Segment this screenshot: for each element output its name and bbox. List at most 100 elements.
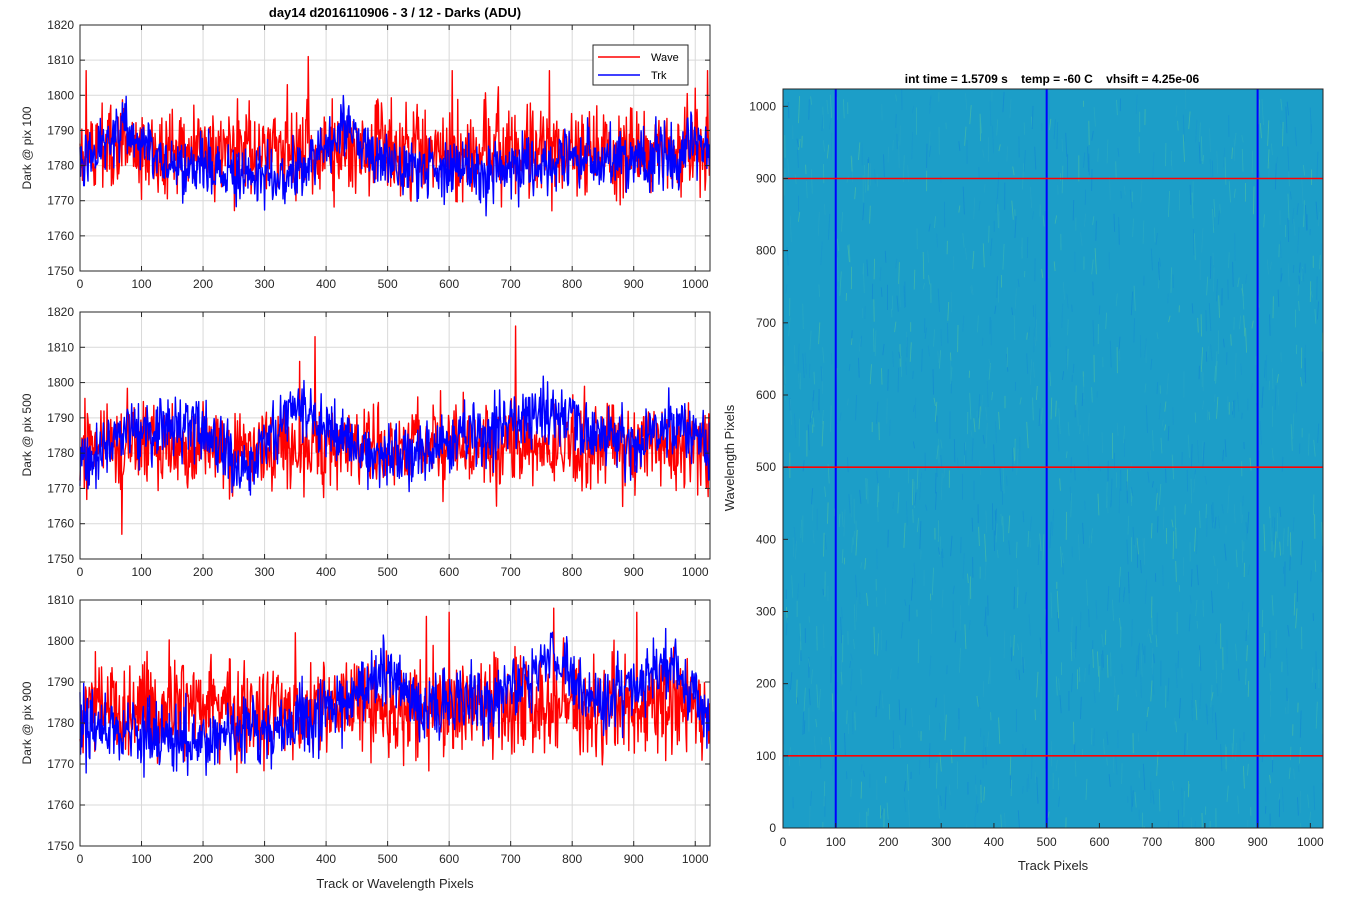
heatmap-streak [1162, 565, 1164, 587]
heatmap-streak [1211, 692, 1214, 701]
heatmap-streak [1135, 536, 1138, 548]
heatmap-streak [880, 809, 884, 816]
y-tick-label: 1750 [47, 264, 74, 278]
heatmap-streak [903, 522, 906, 548]
heatmap-streak [1241, 412, 1243, 420]
x-tick-label: 0 [780, 835, 787, 849]
heatmap-streak [1191, 303, 1194, 314]
x-tick-label: 200 [193, 852, 213, 866]
y-tick-label: 500 [756, 460, 776, 474]
heatmap-streak [1000, 814, 1003, 828]
heatmap-streak [925, 504, 928, 511]
legend-label-trk: Trk [651, 70, 667, 82]
x-tick-label: 300 [255, 565, 275, 579]
heatmap-streak [996, 171, 1000, 200]
heatmap-streak [941, 548, 944, 559]
heatmap-streak [912, 509, 914, 523]
shared-xlabel: Track or Wavelength Pixels [316, 876, 474, 891]
heatmap-streak [1274, 385, 1277, 410]
heatmap-streak [1193, 474, 1196, 493]
heatmap-streak [882, 343, 885, 356]
heatmap-streak [1182, 134, 1185, 162]
heatmap-streak [1168, 315, 1171, 323]
heatmap-streak [1313, 439, 1316, 457]
heatmap-streak [1242, 495, 1244, 507]
heatmap-streak [1118, 488, 1121, 514]
heatmap-streak [798, 138, 801, 150]
heatmap-streak [1190, 444, 1193, 468]
heatmap-streak [1277, 289, 1280, 307]
heatmap-streak [904, 708, 907, 726]
heatmap-streak [783, 716, 785, 745]
heatmap-streak [841, 606, 843, 619]
heatmap-streak [805, 180, 808, 199]
heatmap-streak [978, 201, 981, 211]
heatmap-streak [1131, 619, 1133, 647]
heatmap-streak [1021, 163, 1025, 190]
heatmap-streak [823, 203, 826, 216]
heatmap-streak [1083, 152, 1086, 168]
heatmap-streak [796, 679, 798, 704]
heatmap-streak [855, 597, 858, 622]
heatmap-streak [965, 93, 968, 110]
heatmap-streak [786, 246, 789, 266]
heatmap-streak [939, 723, 941, 733]
heatmap-streak [808, 99, 810, 120]
y-tick-label: 0 [769, 821, 776, 835]
heatmap-streak [1183, 790, 1185, 817]
heatmap-streak [1082, 522, 1085, 544]
heatmap-streak [824, 486, 827, 497]
x-tick-label: 800 [562, 565, 582, 579]
heatmap-streak [943, 466, 946, 479]
heatmap-streak [1170, 267, 1172, 293]
heatmap-streak [1177, 809, 1180, 828]
heatmap-streak [1301, 176, 1304, 204]
heatmap-streak [1220, 672, 1222, 693]
heatmap-streak [1134, 792, 1137, 808]
x-tick-label: 200 [193, 277, 213, 291]
heatmap-streak [793, 345, 796, 364]
heatmap-streak [905, 501, 908, 526]
heatmap-streak [928, 223, 931, 232]
y-tick-label: 900 [756, 171, 776, 185]
heatmap-streak [937, 288, 940, 312]
heatmap-streak [1213, 199, 1216, 218]
heatmap-streak [1048, 92, 1050, 120]
heatmap-streak [829, 736, 832, 752]
heatmap-streak [1017, 569, 1019, 596]
heatmap-streak [1297, 797, 1299, 816]
heatmap-streak [1096, 651, 1100, 677]
heatmap-streak [1018, 669, 1021, 681]
heatmap-streak [1049, 118, 1052, 131]
heatmap-streak [1247, 612, 1250, 635]
x-tick-label: 400 [316, 565, 336, 579]
heatmap-streak [1195, 699, 1198, 721]
heatmap-streak [962, 232, 965, 248]
heatmap-streak [1191, 700, 1193, 721]
heatmap-streak [1151, 481, 1154, 488]
heatmap-streak [1156, 332, 1159, 339]
heatmap-streak [1158, 257, 1161, 267]
heatmap-streak [994, 508, 997, 536]
heatmap-streak [981, 394, 983, 412]
heatmap-streak [1075, 385, 1077, 411]
heatmap-streak [840, 671, 843, 685]
y-tick-label: 600 [756, 388, 776, 402]
heatmap-streak [830, 132, 833, 160]
heatmap-streak [1247, 564, 1251, 575]
heatmap-streak [1263, 524, 1266, 552]
heatmap-streak [1184, 733, 1186, 756]
heatmap-streak [912, 370, 914, 379]
heatmap-streak [1016, 587, 1019, 608]
heatmap-streak [903, 797, 907, 812]
heatmap-streak [1133, 285, 1136, 311]
heatmap-streak [976, 315, 979, 333]
heatmap-streak [1092, 649, 1094, 668]
heatmap-streak [1289, 191, 1292, 200]
heatmap-streak [1152, 430, 1154, 452]
heatmap-streak [1158, 788, 1161, 812]
heatmap-streak [1137, 642, 1140, 670]
heatmap-streak [1029, 359, 1033, 386]
heatmap-streak [1051, 509, 1055, 537]
heatmap-streak [1232, 261, 1234, 287]
